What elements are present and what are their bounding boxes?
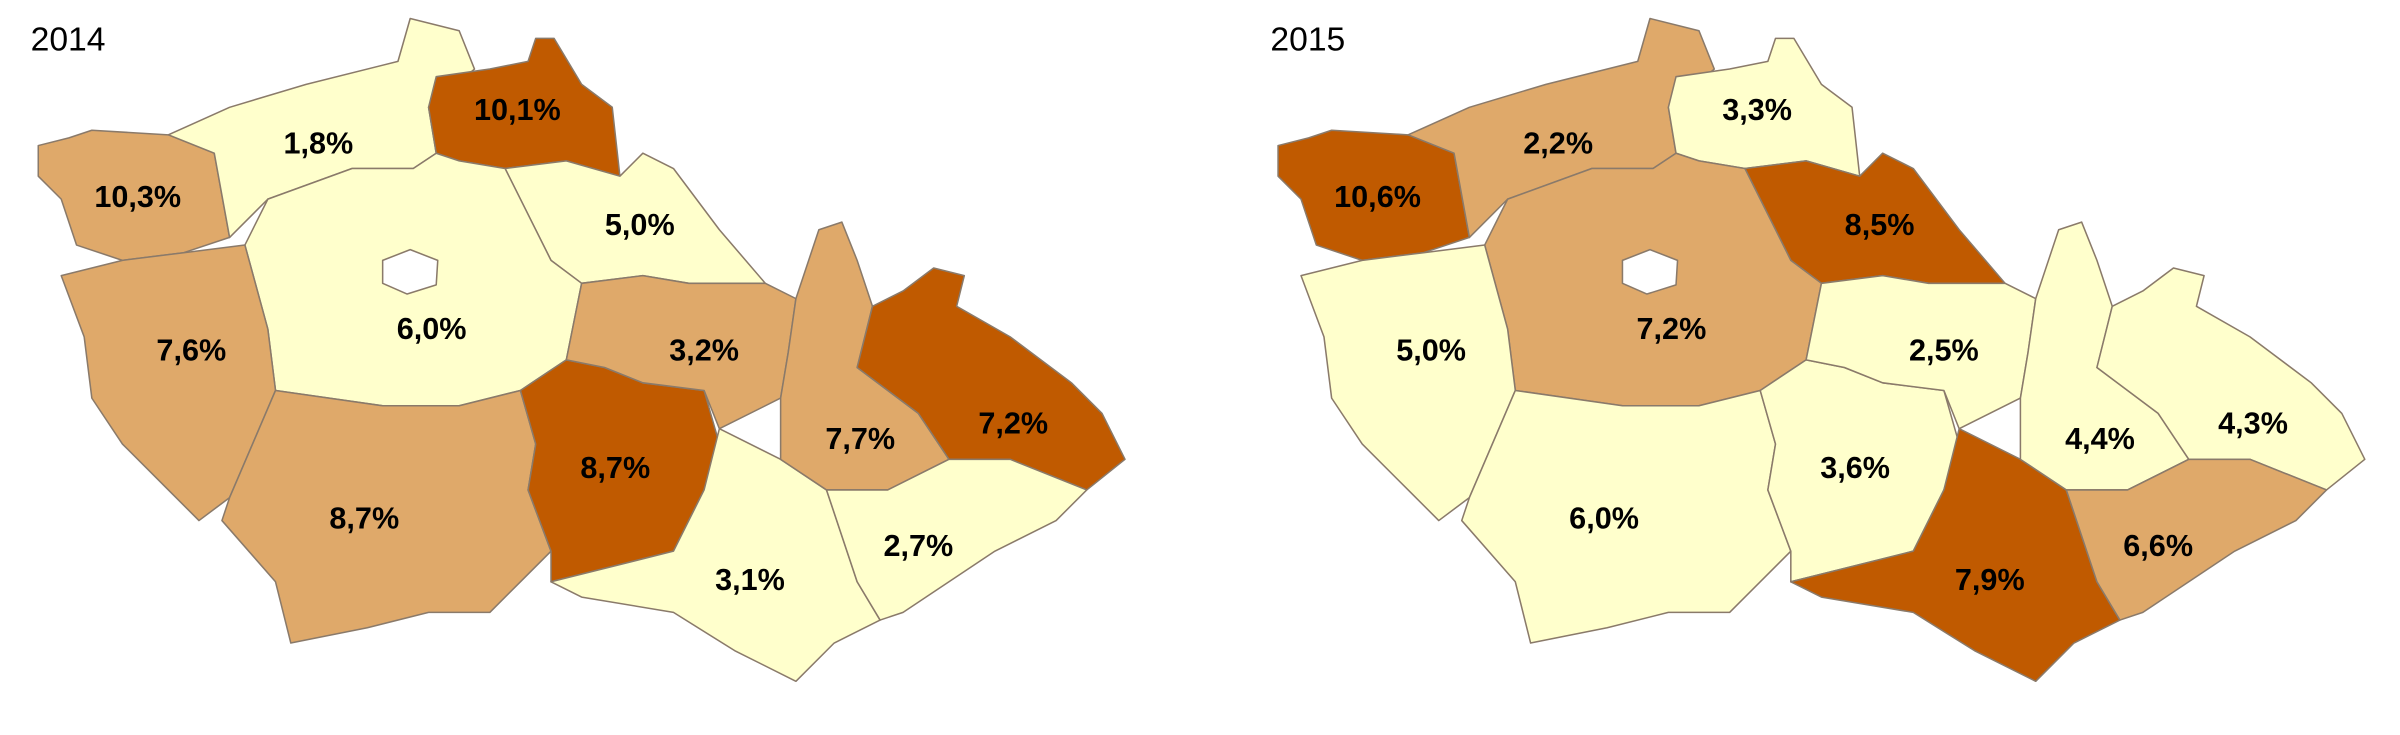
region-label: 8,7% <box>329 502 399 536</box>
region-label: 2,2% <box>1523 127 1593 161</box>
region-label: 7,6% <box>156 333 226 367</box>
region-label: 8,7% <box>580 451 650 485</box>
region-label: 4,3% <box>2218 407 2288 441</box>
region-label: 6,0% <box>1569 502 1639 536</box>
region-label: 4,4% <box>2065 422 2135 456</box>
region-label: 6,6% <box>2123 529 2193 563</box>
region <box>37 129 231 262</box>
region-label: 8,5% <box>1845 208 1915 242</box>
region <box>825 458 1088 621</box>
region <box>1621 248 1679 295</box>
region-label: 5,0% <box>1396 333 1466 367</box>
region-label: 5,0% <box>605 208 675 242</box>
region <box>1460 389 1792 644</box>
region <box>856 267 1126 491</box>
region-label: 7,2% <box>1637 312 1707 346</box>
region-label: 7,9% <box>1955 563 2025 597</box>
region-label: 7,7% <box>825 422 895 456</box>
region-label: 1,8% <box>283 127 353 161</box>
map-title: 2015 <box>1270 22 1345 59</box>
map: 2014 10,3% 1,8% 10,1% 5,0% 6,0% 7,6% 8,7% 8,7% 3,… <box>31 17 1126 683</box>
region-label: 3,1% <box>715 563 785 597</box>
region <box>1277 129 1471 262</box>
region <box>2065 458 2328 621</box>
region <box>381 248 439 295</box>
region-label: 10,1% <box>474 93 561 127</box>
region-label: 3,2% <box>669 333 739 367</box>
region-label: 2,7% <box>883 529 953 563</box>
map-title: 2014 <box>31 22 106 59</box>
region <box>221 389 552 644</box>
region <box>2096 267 2366 491</box>
region-label: 7,2% <box>978 407 1048 441</box>
region-label: 10,6% <box>1334 180 1421 214</box>
region-label: 3,3% <box>1722 93 1792 127</box>
region-label: 6,0% <box>397 312 467 346</box>
region-label: 2,5% <box>1909 333 1979 367</box>
region-label: 3,6% <box>1820 451 1890 485</box>
region-label: 10,3% <box>94 180 181 214</box>
map: 2015 10,6% 2,2% 3,3% 8,5% 7,2% 5,0% 6,0% 3,6% 2,5… <box>1270 17 2366 683</box>
